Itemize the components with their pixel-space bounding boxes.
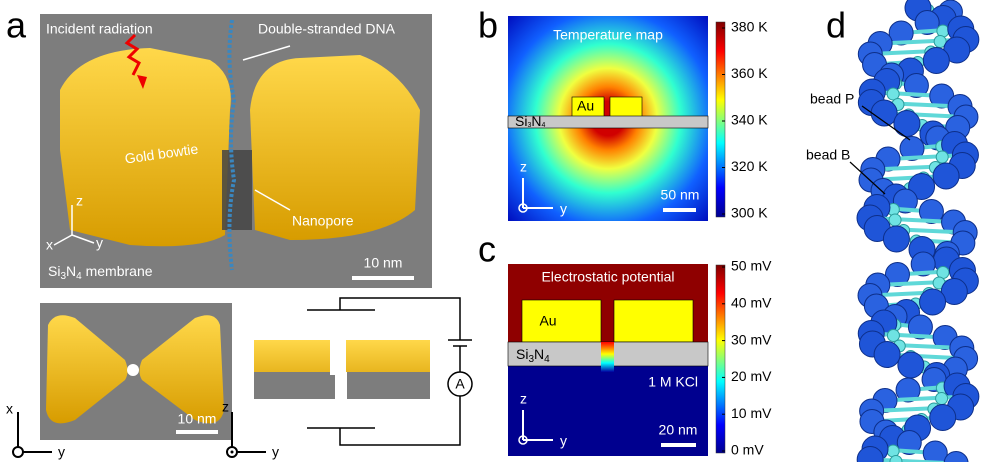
gold-block — [522, 300, 601, 342]
colorbar-label: 320 K — [731, 158, 768, 174]
panel-label: a — [6, 5, 27, 46]
figure: a Incident radiation Double-stranded DNA… — [0, 0, 989, 462]
dna-helix — [857, 0, 979, 462]
material-label: Au — [539, 313, 556, 329]
material-label: Au — [577, 98, 594, 114]
gold-block — [614, 300, 693, 342]
bead-p — [933, 163, 959, 189]
bead-p — [874, 342, 900, 368]
axis-label: x — [6, 401, 13, 417]
panel-label: c — [478, 229, 496, 270]
panel-label: d — [826, 5, 846, 46]
colorbar — [716, 265, 725, 453]
annotation: Double-stranded DNA — [258, 21, 396, 37]
axis-label: z — [520, 391, 527, 407]
bead-p — [894, 111, 920, 137]
nanopore — [222, 150, 252, 230]
axis-label: y — [96, 235, 103, 251]
bead-p — [898, 352, 924, 378]
panel-label: b — [478, 5, 498, 46]
axis-label: y — [560, 433, 567, 449]
colorbar-label: 40 mV — [731, 295, 772, 311]
colorbar-label: 30 mV — [731, 331, 772, 347]
bead-b — [887, 330, 899, 342]
bead-p — [923, 441, 947, 462]
axis-origin-dot — [231, 451, 234, 454]
scale-label: 50 nm — [661, 187, 700, 203]
bead-b — [936, 151, 948, 163]
annotation: Incident radiation — [46, 21, 153, 37]
axis-origin — [13, 447, 23, 457]
axis-label: z — [520, 159, 527, 175]
ammeter-label: A — [455, 376, 465, 392]
colorbar-label: 360 K — [731, 65, 768, 81]
gap — [330, 335, 346, 375]
map-title: Temperature map — [553, 27, 663, 43]
bead-p — [920, 289, 946, 315]
nanopore — [601, 342, 614, 372]
gold-block — [610, 97, 642, 117]
colorbar-label: 20 mV — [731, 368, 772, 384]
colorbar-label: 340 K — [731, 112, 768, 128]
axis-label: z — [222, 399, 229, 415]
map-title: Electrostatic potential — [541, 269, 674, 285]
colorbar-label: 50 mV — [731, 258, 772, 274]
axes-icon — [232, 412, 266, 452]
bead-b — [936, 393, 948, 405]
axis-label: z — [76, 193, 83, 209]
axis-label: x — [46, 237, 53, 253]
colorbar-label: 380 K — [731, 19, 768, 35]
bead-p — [883, 226, 909, 252]
axis-label: y — [560, 201, 567, 217]
annotation: Nanopore — [292, 213, 354, 229]
annotation: bead P — [810, 91, 854, 107]
annotation: 1 M KCl — [648, 374, 698, 390]
colorbar-label: 10 mV — [731, 405, 772, 421]
nanopore — [127, 364, 139, 376]
axis-label: y — [58, 444, 65, 460]
page: a Incident radiation Double-stranded DNA… — [0, 0, 989, 462]
colorbar — [716, 22, 725, 217]
axis-label: y — [272, 444, 279, 460]
scale-label: 20 nm — [659, 422, 698, 438]
nanopore — [335, 372, 347, 399]
colorbar-label: 0 mV — [731, 442, 764, 458]
bead-b — [889, 214, 901, 226]
scale-label: 10 nm — [364, 255, 403, 271]
scale-label: 10 nm — [178, 411, 217, 427]
annotation: bead B — [806, 147, 850, 163]
colorbar-label: 300 K — [731, 205, 768, 221]
bead-p — [923, 48, 949, 74]
bead-p — [930, 405, 956, 431]
